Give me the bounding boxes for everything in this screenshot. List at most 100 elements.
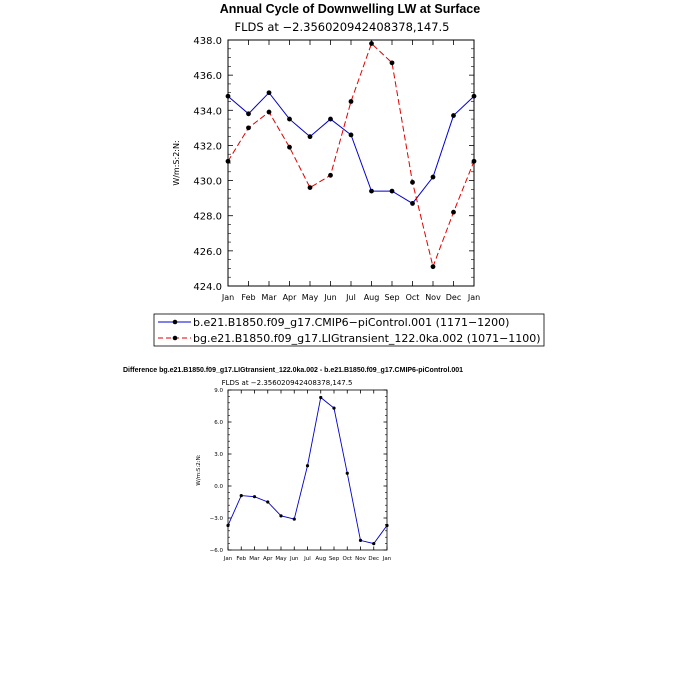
data-point <box>372 542 376 546</box>
data-point <box>252 495 257 499</box>
data-point <box>319 395 323 400</box>
data-point <box>305 464 310 468</box>
x-tick-label: Feb <box>236 556 246 562</box>
data-point <box>358 538 363 543</box>
x-tick-labels: Jan Feb Mar Apr May Jun Jul Aug Sep Oct Nov Dec Jan <box>221 293 480 302</box>
data-point <box>430 264 436 270</box>
data-point <box>246 125 251 131</box>
x-tick-labels: Jan Feb Mar Apr May Jun Jul Aug Sep Oct Nov Dec Jan <box>223 556 392 562</box>
x-tick-label: Jan <box>467 293 480 302</box>
data-point <box>226 523 230 528</box>
x-tick-label: Dec <box>368 556 379 562</box>
data-point <box>287 116 292 122</box>
data-point <box>348 99 354 104</box>
x-tick-label: Aug <box>364 293 380 302</box>
y-tick-label: 438.0 <box>193 36 222 47</box>
data-point <box>369 188 374 194</box>
legend-label-control: b.e21.B1850.f09_g17.CMIP6−piControl.001 … <box>193 316 509 329</box>
x-tick-label: May <box>275 556 287 562</box>
y-tick-label: 432.0 <box>193 141 222 152</box>
y-tick-label: 6.0 <box>214 420 223 426</box>
x-tick-label: Nov <box>425 293 441 302</box>
x-tick-label: Aug <box>315 556 326 562</box>
legend-marker-lig <box>172 335 178 341</box>
chart-subtitle: FLDS at −2.356020942408378,147.5 <box>235 20 450 34</box>
data-point <box>292 517 296 521</box>
axis-ticks <box>227 39 475 287</box>
y-axis-label: W/m:S:2:N: <box>196 454 202 485</box>
x-tick-label: Oct <box>406 293 420 302</box>
data-point <box>287 144 292 150</box>
data-point <box>389 60 395 66</box>
data-point <box>328 116 333 122</box>
x-tick-label: Mar <box>249 556 260 562</box>
y-tick-label: −6.0 <box>210 548 224 554</box>
x-tick-label: Nov <box>355 556 366 562</box>
y-tick-label: 424.0 <box>193 282 222 293</box>
data-point <box>345 471 349 475</box>
y-tick-label: 430.0 <box>193 177 222 188</box>
data-point <box>410 201 415 206</box>
legend: b.e21.B1850.f09_g17.CMIP6−piControl.001 … <box>153 313 545 347</box>
x-tick-label: Jul <box>303 556 311 562</box>
data-point <box>385 523 389 528</box>
data-point <box>451 113 456 118</box>
y-tick-label: 434.0 <box>193 106 222 117</box>
data-point <box>307 134 313 140</box>
data-point <box>225 158 231 164</box>
legend-box <box>153 313 545 347</box>
y-tick-label: 3.0 <box>214 452 223 458</box>
data-point <box>389 188 395 194</box>
x-tick-label: May <box>302 293 319 302</box>
data-point <box>471 93 477 99</box>
data-point <box>369 41 374 46</box>
legend-label-lig: bg.e21.B1850.f09_g17.LIGtransient_122.0k… <box>193 332 541 345</box>
y-tick-label: 426.0 <box>193 247 222 258</box>
annual-cycle-chart: Annual Cycle of Downwelling LW at Surfac… <box>153 2 545 347</box>
y-tick-label: −3.0 <box>210 516 224 522</box>
y-tick-label: 0.0 <box>214 484 223 490</box>
data-point <box>451 209 456 215</box>
y-tick-label: 9.0 <box>214 388 223 394</box>
y-tick-label: 436.0 <box>193 71 222 82</box>
data-point <box>410 179 415 185</box>
x-tick-label: Oct <box>342 556 352 562</box>
x-tick-label: Sep <box>384 293 399 302</box>
x-tick-label: Jan <box>382 556 392 562</box>
difference-subtitle: FLDS at −2.356020942408378,147.5 <box>222 379 353 387</box>
x-tick-label: Jul <box>345 293 356 302</box>
data-point <box>307 185 313 191</box>
data-point <box>266 90 272 96</box>
data-point <box>225 93 231 99</box>
difference-title: Difference bg.e21.B1850.f09_g17.LIGtrans… <box>123 367 463 374</box>
data-point <box>266 500 270 504</box>
x-tick-label: Jun <box>289 556 299 562</box>
data-point <box>239 494 243 498</box>
x-tick-label: Apr <box>263 556 273 562</box>
x-tick-label: Jun <box>323 293 337 302</box>
y-tick-labels: −6.0 −3.0 0.0 3.0 6.0 9.0 <box>210 388 224 554</box>
chart-title: Annual Cycle of Downwelling LW at Surfac… <box>220 2 480 16</box>
series-group <box>225 41 477 270</box>
data-point <box>332 406 336 410</box>
x-tick-label: Mar <box>261 293 277 302</box>
data-point <box>279 514 283 518</box>
data-point <box>266 109 272 115</box>
x-tick-label: Sep <box>329 556 340 562</box>
data-point <box>471 158 477 164</box>
y-tick-labels: 424.0 426.0 428.0 430.0 432.0 434.0 436.0 438.0 <box>193 36 222 293</box>
x-tick-label: Dec <box>446 293 461 302</box>
y-tick-label: 428.0 <box>193 212 222 223</box>
axis-ticks <box>227 389 388 551</box>
difference-chart: Difference bg.e21.B1850.f09_g17.LIGtrans… <box>123 367 463 562</box>
data-point <box>430 174 436 180</box>
data-point <box>246 111 251 117</box>
x-tick-label: Apr <box>283 293 298 302</box>
x-tick-label: Feb <box>241 293 255 302</box>
y-axis-label: W/m:S:2:N: <box>172 140 181 185</box>
legend-marker-control <box>172 319 178 325</box>
series-group <box>226 395 389 546</box>
x-tick-label: Jan <box>221 293 234 302</box>
